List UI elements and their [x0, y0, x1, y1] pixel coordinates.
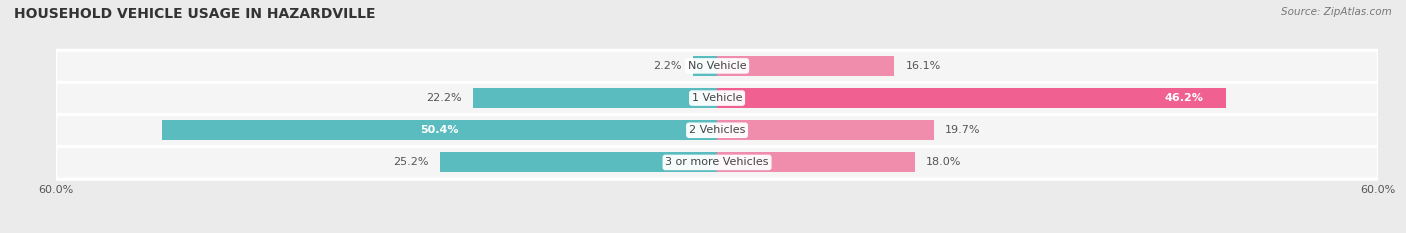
Text: Source: ZipAtlas.com: Source: ZipAtlas.com	[1281, 7, 1392, 17]
Text: 19.7%: 19.7%	[945, 125, 980, 135]
Bar	[693, 56, 717, 76]
Text: 2.2%: 2.2%	[654, 61, 682, 71]
FancyBboxPatch shape	[56, 114, 1378, 146]
Text: 22.2%: 22.2%	[426, 93, 461, 103]
FancyBboxPatch shape	[56, 146, 1378, 178]
Text: HOUSEHOLD VEHICLE USAGE IN HAZARDVILLE: HOUSEHOLD VEHICLE USAGE IN HAZARDVILLE	[14, 7, 375, 21]
Bar	[440, 152, 717, 172]
Text: No Vehicle: No Vehicle	[688, 61, 747, 71]
Bar	[472, 88, 717, 108]
Text: 46.2%: 46.2%	[1166, 93, 1204, 103]
Text: 16.1%: 16.1%	[905, 61, 941, 71]
Text: 2 Vehicles: 2 Vehicles	[689, 125, 745, 135]
Text: 25.2%: 25.2%	[394, 158, 429, 168]
Bar	[717, 152, 915, 172]
Text: 3 or more Vehicles: 3 or more Vehicles	[665, 158, 769, 168]
Text: 50.4%: 50.4%	[420, 125, 458, 135]
Bar	[162, 120, 717, 140]
Legend: Owner-occupied, Renter-occupied: Owner-occupied, Renter-occupied	[596, 231, 838, 233]
FancyBboxPatch shape	[56, 50, 1378, 82]
Bar	[717, 56, 894, 76]
FancyBboxPatch shape	[56, 82, 1378, 114]
Bar	[717, 88, 1226, 108]
Text: 18.0%: 18.0%	[927, 158, 962, 168]
Text: 1 Vehicle: 1 Vehicle	[692, 93, 742, 103]
Bar	[717, 120, 934, 140]
